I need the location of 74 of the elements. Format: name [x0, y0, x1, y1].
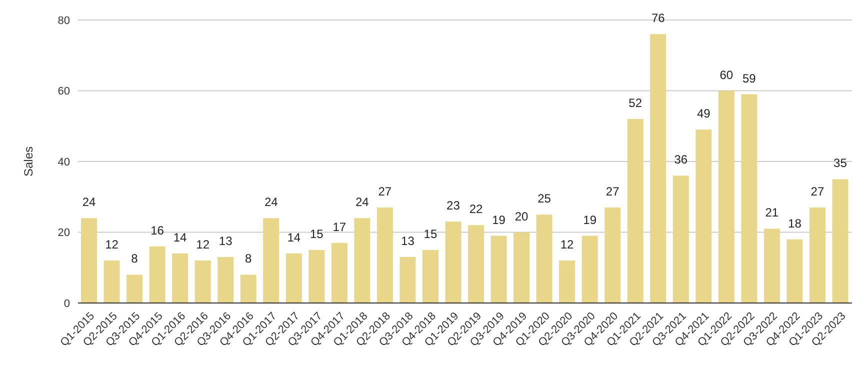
bar: [149, 246, 166, 303]
data-label: 22: [469, 202, 483, 216]
bar: [536, 214, 552, 303]
data-label: 15: [424, 226, 438, 241]
data-label: 14: [287, 230, 301, 244]
data-label: 13: [218, 234, 233, 248]
data-label: 60: [720, 68, 734, 82]
bar: [81, 218, 97, 303]
y-tick-label: 20: [58, 227, 70, 240]
bar: [582, 236, 598, 303]
data-label: 13: [401, 234, 415, 248]
bar: [376, 207, 393, 303]
bar: [194, 260, 211, 303]
data-label: 21: [765, 206, 779, 220]
data-label: 59: [742, 71, 756, 86]
bar: [400, 257, 416, 303]
bar: [263, 218, 280, 303]
bar: [240, 274, 256, 303]
data-label: 12: [196, 238, 210, 252]
bar: [445, 222, 462, 303]
bar: [764, 228, 780, 303]
bar: [696, 130, 712, 303]
data-label: 17: [332, 220, 346, 234]
data-label: 14: [173, 230, 188, 244]
bar: [126, 274, 143, 303]
bar: [308, 250, 325, 303]
bar: [832, 179, 848, 303]
data-label: 8: [245, 252, 252, 266]
bar: [672, 176, 689, 303]
data-label: 36: [674, 152, 688, 167]
data-label: 8: [131, 252, 138, 266]
y-tick-label: 40: [58, 156, 70, 168]
data-label: 19: [492, 212, 506, 227]
bar: [650, 34, 666, 303]
y-tick-label: 80: [58, 14, 70, 27]
data-label: 27: [378, 184, 392, 198]
bar: [809, 207, 826, 303]
bar: [718, 90, 734, 303]
data-label: 27: [810, 184, 824, 198]
data-label: 24: [355, 195, 370, 210]
bar: [490, 236, 507, 303]
data-label: 76: [651, 11, 666, 26]
data-label: 49: [696, 106, 711, 121]
bar: [218, 257, 234, 303]
data-label: 35: [834, 156, 848, 170]
data-label: 24: [264, 195, 278, 210]
bar: [354, 218, 370, 303]
data-label: 19: [583, 212, 597, 227]
bar: [786, 239, 803, 303]
bar: [559, 260, 576, 303]
bar: [331, 242, 348, 303]
y-axis-title: Sales: [21, 146, 36, 177]
bar: [422, 250, 438, 303]
bar: [104, 260, 120, 303]
data-label: 20: [514, 209, 529, 224]
data-label: 25: [538, 192, 552, 206]
data-label: 16: [150, 223, 164, 238]
bar: [172, 253, 188, 303]
data-label: 15: [310, 226, 324, 241]
y-tick-label: 60: [58, 86, 70, 98]
data-label: 12: [105, 238, 119, 252]
bar: [741, 94, 758, 303]
data-label: 12: [560, 238, 574, 252]
data-label: 18: [788, 216, 802, 230]
bar: [604, 207, 621, 303]
bar: [286, 253, 302, 303]
data-label: 27: [606, 184, 620, 198]
bar: [468, 225, 484, 303]
data-label: 23: [446, 198, 460, 213]
y-tick-label: 0: [64, 298, 70, 310]
bar: [627, 119, 644, 303]
data-label: 52: [628, 96, 642, 110]
data-label: 24: [82, 195, 96, 210]
bar: [514, 232, 530, 303]
